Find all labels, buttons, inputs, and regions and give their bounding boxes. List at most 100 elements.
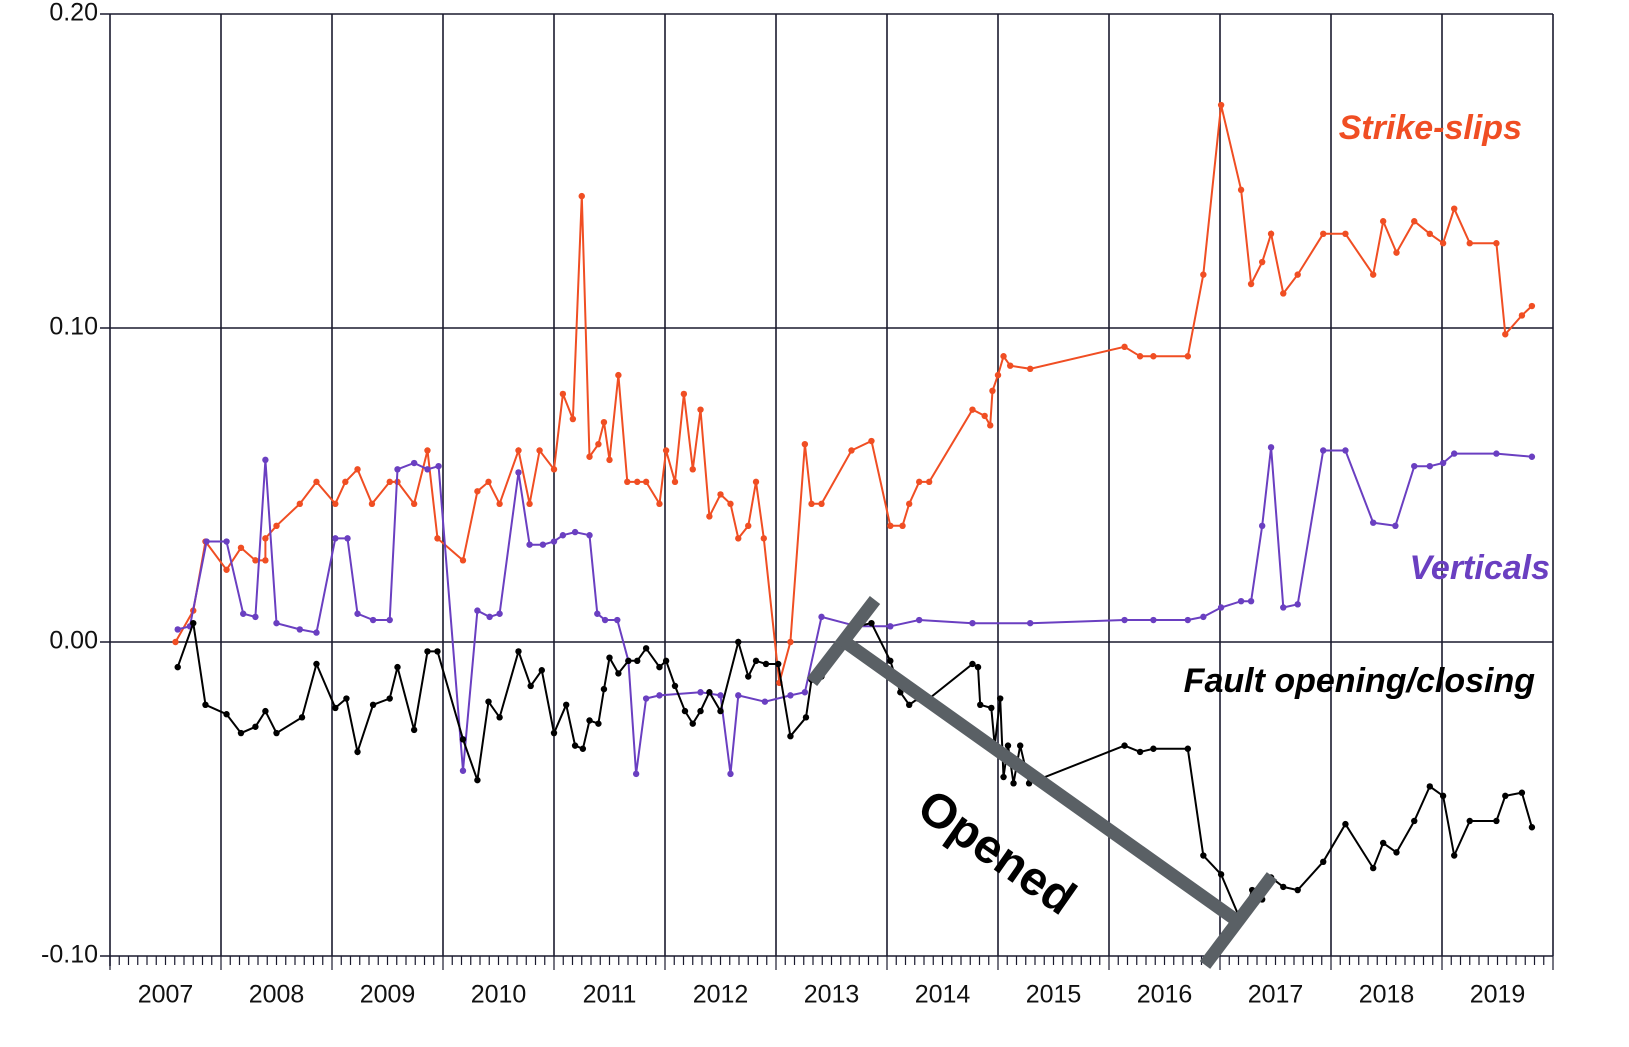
data-point <box>697 689 704 696</box>
data-point <box>656 500 663 508</box>
data-point <box>354 748 361 756</box>
data-point <box>586 717 593 724</box>
data-point <box>642 478 650 486</box>
data-point <box>313 660 320 668</box>
data-point <box>787 638 794 646</box>
data-point <box>1217 604 1225 611</box>
data-point <box>1267 444 1275 451</box>
data-point <box>262 707 269 715</box>
data-point <box>1237 186 1245 194</box>
x-tick-label: 2012 <box>693 981 749 1009</box>
data-point <box>550 729 558 737</box>
data-point <box>969 619 976 627</box>
y-tick-label: 0.10 <box>49 313 98 341</box>
data-point <box>1000 353 1007 360</box>
data-point <box>868 437 875 445</box>
data-point <box>897 689 904 696</box>
data-point <box>745 673 752 680</box>
data-point <box>515 469 522 476</box>
data-point <box>410 500 418 508</box>
data-point <box>1342 820 1349 828</box>
data-point <box>1010 780 1017 787</box>
data-point <box>394 466 401 473</box>
data-point <box>474 488 481 495</box>
data-point <box>1150 353 1157 360</box>
data-point <box>1369 519 1377 526</box>
data-point <box>1200 271 1207 278</box>
data-point <box>332 704 339 712</box>
data-point <box>735 638 742 646</box>
data-point <box>977 701 984 708</box>
data-point <box>1247 280 1255 288</box>
series-label: Fault opening/closing <box>1184 662 1536 700</box>
x-tick-label: 2009 <box>360 981 416 1009</box>
data-point <box>190 619 197 627</box>
data-point <box>801 440 809 448</box>
data-point <box>1528 824 1536 831</box>
data-point <box>787 733 794 740</box>
bracket-stub <box>1199 872 1278 969</box>
y-tick-label: 0.20 <box>49 0 98 27</box>
data-point <box>1280 290 1287 297</box>
x-tick-label: 2019 <box>1470 981 1526 1009</box>
data-point <box>671 478 679 486</box>
data-point <box>681 707 689 715</box>
y-tick-label: 0.00 <box>49 627 98 655</box>
data-point <box>174 626 181 633</box>
data-point <box>671 682 679 690</box>
data-point <box>296 500 304 508</box>
data-point <box>1121 343 1128 351</box>
data-point <box>600 419 608 426</box>
data-point <box>342 478 349 486</box>
data-point <box>987 422 994 429</box>
data-point <box>1393 849 1400 856</box>
data-point <box>752 478 760 486</box>
data-point <box>496 714 503 721</box>
data-point <box>818 500 825 508</box>
data-point <box>1379 218 1387 225</box>
data-point <box>252 557 259 564</box>
data-point <box>424 466 431 473</box>
data-point <box>1393 249 1400 256</box>
data-point <box>595 440 602 448</box>
data-point <box>1320 858 1327 865</box>
data-point <box>1426 462 1433 470</box>
data-point <box>1200 613 1207 621</box>
series-line <box>174 104 1533 684</box>
data-point <box>1258 258 1266 266</box>
data-point <box>515 648 522 655</box>
data-point <box>203 538 210 545</box>
data-point <box>848 447 855 454</box>
data-point <box>410 726 418 734</box>
data-point <box>1184 745 1192 752</box>
data-point <box>172 638 179 646</box>
data-point <box>174 663 181 671</box>
data-point <box>887 623 894 630</box>
data-point <box>760 535 767 542</box>
data-point <box>762 660 770 668</box>
data-point <box>1426 230 1433 237</box>
data-point <box>1369 864 1377 872</box>
data-point <box>526 500 533 508</box>
data-point <box>262 535 269 542</box>
x-tick-label: 2018 <box>1359 981 1415 1009</box>
data-point <box>1294 886 1301 894</box>
data-point <box>410 459 418 467</box>
data-point <box>1411 462 1418 470</box>
data-point <box>887 657 894 665</box>
data-point <box>424 447 431 454</box>
data-point <box>354 610 361 617</box>
data-point <box>1342 447 1349 454</box>
data-point <box>642 645 650 652</box>
data-point <box>662 657 670 665</box>
data-point <box>1528 302 1536 310</box>
data-point <box>775 660 782 668</box>
data-point <box>563 701 570 708</box>
data-point <box>1439 459 1447 467</box>
data-point <box>273 729 280 737</box>
data-point <box>344 535 351 542</box>
data-point <box>496 610 503 617</box>
data-point <box>559 390 567 398</box>
data-point <box>997 695 1004 702</box>
